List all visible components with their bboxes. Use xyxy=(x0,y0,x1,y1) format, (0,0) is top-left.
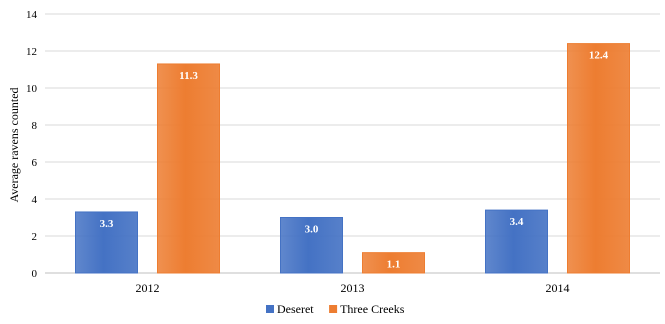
bar-deseret-2012 xyxy=(75,211,138,274)
data-label: 1.1 xyxy=(387,259,401,271)
data-label: 12.4 xyxy=(589,50,609,62)
legend-label: Three Creeks xyxy=(340,302,405,316)
x-tick-label: 2012 xyxy=(136,281,160,295)
data-label: 3.3 xyxy=(100,218,114,230)
data-label: 3.4 xyxy=(510,216,524,228)
y-tick-label: 2 xyxy=(32,231,38,243)
bar-deseret-2013 xyxy=(280,217,343,274)
bars xyxy=(75,43,630,274)
bar-deseret-2014 xyxy=(485,209,548,274)
data-label: 3.0 xyxy=(305,224,319,236)
x-tick-label: 2013 xyxy=(341,281,365,295)
bar-three-creeks-2013 xyxy=(362,252,425,274)
legend-swatch xyxy=(329,305,338,313)
x-tick-label: 2014 xyxy=(546,281,570,295)
y-tick-label: 8 xyxy=(32,120,38,132)
y-tick-label: 14 xyxy=(26,9,38,21)
legend-label: Deseret xyxy=(277,302,314,316)
y-tick-label: 12 xyxy=(26,46,37,58)
y-axis-title: Average ravens counted xyxy=(7,87,21,202)
data-labels: 3.3 11.3 3.0 1.1 3.4 12.4 xyxy=(100,50,609,271)
data-label: 11.3 xyxy=(179,70,198,82)
gridlines xyxy=(45,13,660,237)
y-tick-label: 4 xyxy=(32,194,38,206)
bar-three-creeks-2012 xyxy=(157,63,220,274)
bar-three-creeks-2014 xyxy=(567,43,630,274)
y-tick-label: 10 xyxy=(26,83,38,95)
y-tick-label: 0 xyxy=(32,268,38,280)
legend: Deseret Three Creeks xyxy=(266,302,405,316)
axes: 0 2 4 6 8 10 12 14 2012 2013 2014 xyxy=(26,9,660,295)
legend-swatch xyxy=(266,305,274,313)
y-tick-label: 6 xyxy=(32,157,38,169)
